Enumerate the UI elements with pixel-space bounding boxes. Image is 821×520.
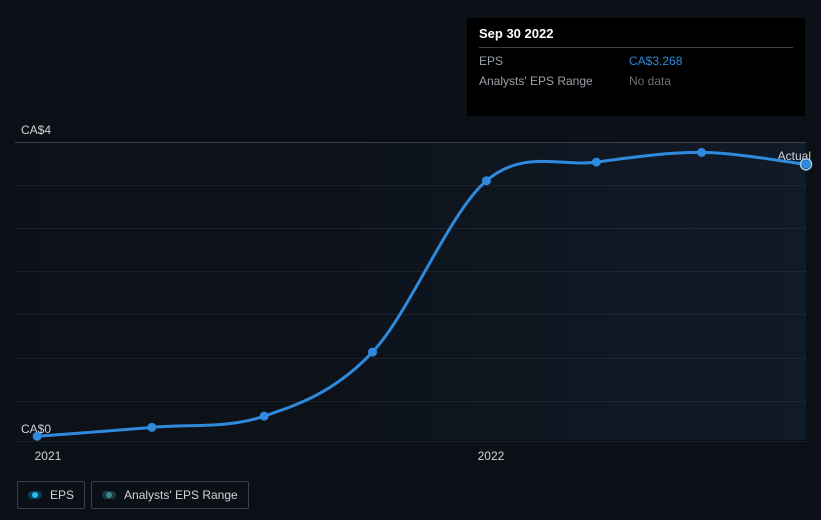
tooltip-row-label: EPS (479, 54, 629, 68)
chart-tooltip: Sep 30 2022 EPS CA$3.268 Analysts' EPS R… (467, 18, 805, 116)
x-axis-label-2021: 2021 (35, 449, 62, 463)
tooltip-row-value: No data (629, 74, 671, 88)
x-axis-label-2022: 2022 (478, 449, 505, 463)
gridline (15, 441, 806, 442)
tooltip-date: Sep 30 2022 (479, 26, 793, 48)
legend-swatch-eps (28, 491, 42, 499)
eps-data-point[interactable] (260, 412, 269, 421)
tooltip-row-range: Analysts' EPS Range No data (479, 68, 793, 88)
legend-label: EPS (50, 488, 74, 502)
y-axis-label-max: CA$4 (21, 123, 51, 137)
legend-item-range[interactable]: Analysts' EPS Range (91, 481, 249, 509)
eps-data-point[interactable] (33, 432, 42, 441)
eps-data-point[interactable] (802, 160, 811, 169)
tooltip-row-eps: EPS CA$3.268 (479, 48, 793, 68)
eps-data-point[interactable] (147, 423, 156, 432)
eps-line-chart[interactable] (15, 142, 806, 440)
eps-line-path (37, 152, 806, 436)
tooltip-row-label: Analysts' EPS Range (479, 74, 629, 88)
chart-legend: EPS Analysts' EPS Range (17, 481, 249, 509)
eps-data-point[interactable] (592, 158, 601, 167)
eps-data-point[interactable] (482, 176, 491, 185)
eps-data-point[interactable] (697, 148, 706, 157)
legend-swatch-range (102, 491, 116, 499)
legend-label: Analysts' EPS Range (124, 488, 238, 502)
tooltip-row-value: CA$3.268 (629, 54, 682, 68)
legend-item-eps[interactable]: EPS (17, 481, 85, 509)
eps-data-point[interactable] (368, 348, 377, 357)
